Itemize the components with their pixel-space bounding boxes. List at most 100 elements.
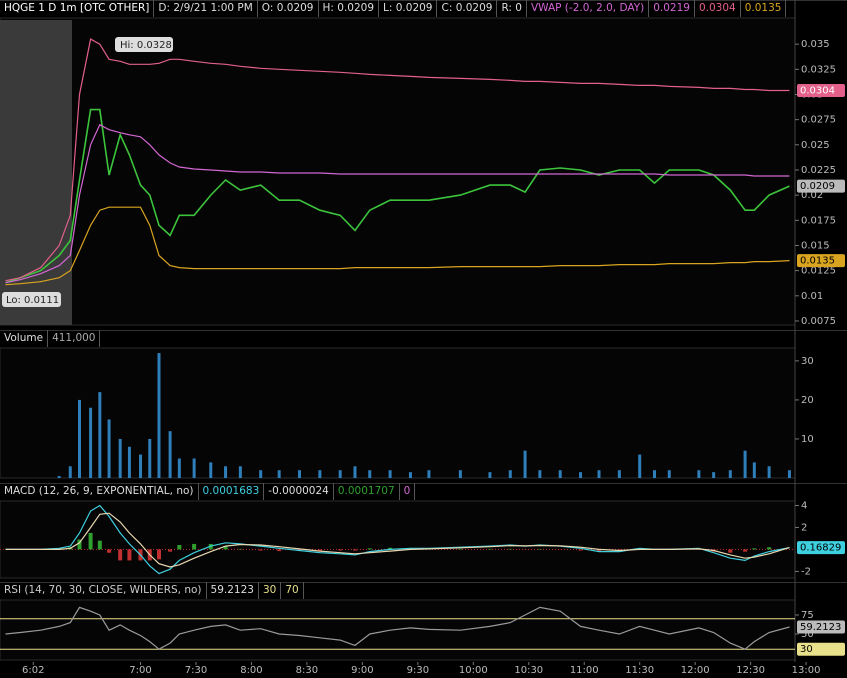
volume-bar bbox=[767, 466, 771, 478]
y-tick-label: 50 bbox=[801, 629, 814, 640]
header-item: 0.0001707 bbox=[334, 483, 400, 500]
histogram-bar bbox=[77, 539, 82, 550]
y-tick-label: 0.0225 bbox=[801, 165, 836, 176]
header-item: L: 0.0209 bbox=[379, 0, 438, 17]
panel-background bbox=[0, 599, 796, 661]
histogram-bar bbox=[352, 549, 357, 551]
y-tick-label: 0.025 bbox=[801, 140, 830, 151]
value-tag bbox=[797, 620, 845, 634]
volume-bar bbox=[508, 470, 512, 478]
histogram-bar bbox=[88, 532, 93, 550]
panel-background bbox=[0, 347, 796, 479]
value-tag-label: 59.2123 bbox=[800, 622, 841, 633]
header-item: R: 0 bbox=[497, 0, 527, 17]
y-tick-label: 0.0275 bbox=[801, 115, 836, 126]
header-item: MACD (12, 26, 9, EXPONENTIAL, no) bbox=[0, 483, 199, 500]
histogram-bar bbox=[458, 548, 463, 550]
histogram-bar bbox=[728, 549, 733, 553]
panel-header: Volume 411,000 bbox=[0, 330, 101, 347]
volume-bar bbox=[353, 466, 357, 478]
header-item: 0.0001683 bbox=[199, 483, 265, 500]
histogram-bar bbox=[317, 549, 322, 552]
histogram-bar bbox=[367, 548, 372, 550]
volume-bar bbox=[523, 450, 527, 478]
x-tick-label: 11:00 bbox=[570, 665, 599, 676]
header-item: VWAP (-2.0, 2.0, DAY) bbox=[527, 0, 650, 17]
volume-bar bbox=[118, 438, 122, 478]
volume-bar bbox=[277, 470, 281, 478]
volume-bar bbox=[78, 399, 81, 478]
volume-bar bbox=[458, 470, 462, 478]
volume-bar bbox=[579, 472, 583, 478]
x-tick-label: 11:30 bbox=[625, 665, 654, 676]
volume-bar bbox=[697, 470, 701, 478]
histogram-bar bbox=[168, 549, 173, 552]
header-item: O: 0.0209 bbox=[258, 0, 319, 17]
x-tick-label: 8:30 bbox=[296, 665, 318, 676]
histogram-bar bbox=[752, 548, 757, 550]
volume-bar bbox=[667, 470, 671, 478]
value-tag bbox=[797, 541, 845, 555]
y-tick-label: 0.01 bbox=[801, 291, 823, 302]
x-tick-label: 12:00 bbox=[681, 665, 710, 676]
volume-bar bbox=[177, 458, 181, 478]
histogram-bar bbox=[177, 545, 182, 550]
volume-bar bbox=[597, 470, 601, 478]
y-tick-label: 0.02 bbox=[801, 190, 823, 201]
histogram-bar bbox=[238, 548, 243, 550]
header-item: Volume bbox=[0, 330, 49, 347]
value-tag-label: 0.0304 bbox=[800, 85, 835, 96]
histogram-bar bbox=[258, 549, 263, 551]
annotation-box bbox=[115, 37, 173, 52]
x-tick-label: 10:30 bbox=[514, 665, 543, 676]
volume-bar bbox=[388, 470, 392, 478]
volume-bar bbox=[57, 476, 61, 478]
annotation: Hi: 0.0328 bbox=[120, 40, 172, 51]
header-item: 0 bbox=[400, 483, 416, 500]
y-tick-label: 4 bbox=[801, 500, 807, 511]
volume-bar bbox=[318, 470, 322, 478]
y-tick-label: 0.0325 bbox=[801, 64, 836, 75]
value-tag bbox=[797, 179, 845, 193]
header-item: HQGE 1 D 1m [OTC OTHER] bbox=[0, 0, 155, 17]
volume-bar bbox=[488, 472, 492, 478]
y-tick-label: 0.0125 bbox=[801, 266, 836, 277]
panel-background bbox=[0, 17, 796, 326]
histogram-bar bbox=[107, 549, 112, 553]
volume-bar bbox=[298, 470, 302, 478]
annotation-box bbox=[2, 292, 61, 307]
y-tick-label: 75 bbox=[801, 610, 814, 621]
volume-bar bbox=[652, 470, 656, 478]
volume-bar bbox=[617, 470, 621, 478]
volume-bar bbox=[89, 407, 93, 478]
volume-bar bbox=[712, 472, 716, 478]
y-tick-label: 10 bbox=[801, 434, 814, 445]
x-tick-label: 10:00 bbox=[459, 665, 488, 676]
histogram-bar bbox=[157, 549, 161, 560]
header-item: 0.0304 bbox=[695, 0, 741, 17]
volume-bar bbox=[157, 353, 161, 478]
volume-bar bbox=[427, 470, 431, 478]
volume-bar bbox=[238, 466, 242, 478]
value-tag-label: 0.0209 bbox=[800, 181, 835, 192]
header-item: -0.0000024 bbox=[264, 483, 334, 500]
series-line bbox=[5, 606, 790, 650]
panel-header: RSI (14, 70, 30, CLOSE, WILDERS, no) 59.2… bbox=[0, 582, 304, 599]
volume-bar bbox=[224, 466, 228, 478]
x-tick-label: 6:02 bbox=[22, 665, 44, 676]
x-tick-label: 9:30 bbox=[407, 665, 429, 676]
histogram-bar bbox=[743, 549, 748, 552]
volume-bar bbox=[127, 446, 131, 478]
y-tick-label: 0.035 bbox=[801, 39, 830, 50]
volume-bar bbox=[728, 470, 732, 478]
histogram-bar bbox=[388, 547, 393, 550]
volume-bar bbox=[192, 458, 196, 478]
y-tick-label: 20 bbox=[801, 395, 814, 406]
series-line bbox=[5, 108, 790, 284]
volume-bar bbox=[368, 470, 372, 478]
y-tick-label: 0.0075 bbox=[801, 316, 836, 327]
histogram-bar bbox=[578, 549, 583, 551]
volume-bar bbox=[558, 470, 562, 478]
volume-bar bbox=[752, 462, 756, 478]
